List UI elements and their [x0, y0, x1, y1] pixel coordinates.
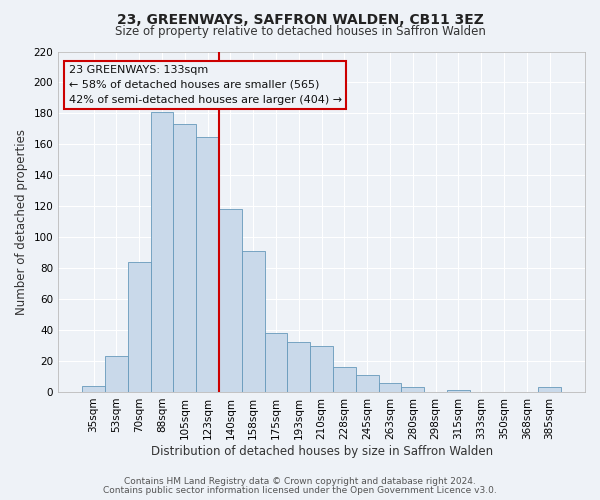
- Bar: [151, 112, 173, 392]
- Bar: [196, 136, 219, 392]
- Bar: [173, 124, 196, 392]
- Text: 23, GREENWAYS, SAFFRON WALDEN, CB11 3EZ: 23, GREENWAYS, SAFFRON WALDEN, CB11 3EZ: [116, 12, 484, 26]
- Bar: [401, 388, 424, 392]
- Y-axis label: Number of detached properties: Number of detached properties: [15, 128, 28, 314]
- Text: Contains HM Land Registry data © Crown copyright and database right 2024.: Contains HM Land Registry data © Crown c…: [124, 477, 476, 486]
- Text: Size of property relative to detached houses in Saffron Walden: Size of property relative to detached ho…: [115, 25, 485, 38]
- Bar: [219, 210, 242, 392]
- Bar: [82, 386, 105, 392]
- X-axis label: Distribution of detached houses by size in Saffron Walden: Distribution of detached houses by size …: [151, 444, 493, 458]
- Bar: [265, 333, 287, 392]
- Bar: [356, 375, 379, 392]
- Bar: [242, 251, 265, 392]
- Bar: [333, 367, 356, 392]
- Bar: [447, 390, 470, 392]
- Bar: [310, 346, 333, 392]
- Bar: [379, 382, 401, 392]
- Text: 23 GREENWAYS: 133sqm
← 58% of detached houses are smaller (565)
42% of semi-deta: 23 GREENWAYS: 133sqm ← 58% of detached h…: [69, 65, 342, 104]
- Bar: [287, 342, 310, 392]
- Text: Contains public sector information licensed under the Open Government Licence v3: Contains public sector information licen…: [103, 486, 497, 495]
- Bar: [128, 262, 151, 392]
- Bar: [538, 388, 561, 392]
- Bar: [105, 356, 128, 392]
